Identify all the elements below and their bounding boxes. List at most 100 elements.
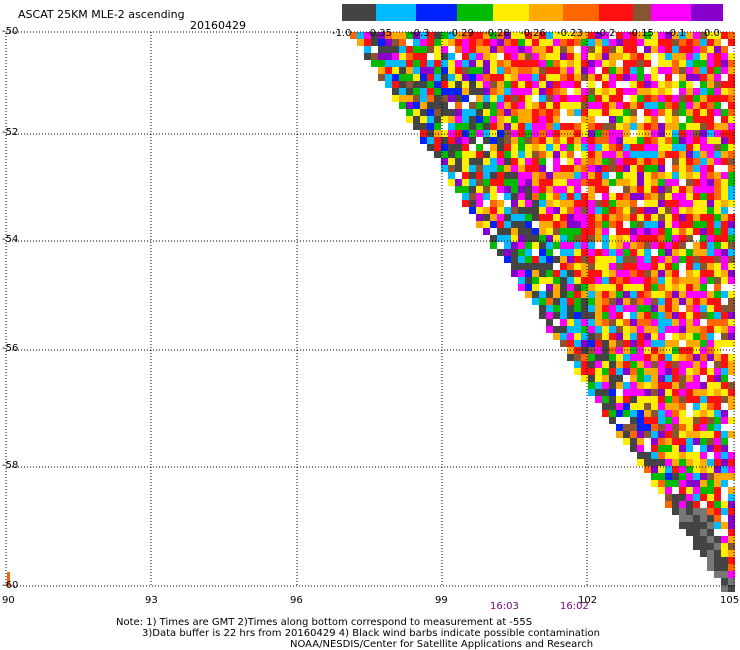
swath-cell (665, 151, 672, 158)
swath-cell (658, 88, 665, 95)
swath-cell (707, 88, 714, 95)
swath-cell (588, 256, 595, 263)
swath-cell (406, 95, 413, 102)
swath-cell (532, 39, 539, 46)
swath-cell (686, 116, 693, 123)
swath-cell (714, 445, 721, 452)
swath-cell (679, 256, 686, 263)
swath-cell (497, 214, 504, 221)
swath-cell (427, 81, 434, 88)
swath-cell (707, 102, 714, 109)
swath-cell (609, 291, 616, 298)
swath-cell (490, 172, 497, 179)
swath-cell (714, 53, 721, 60)
swath-cell (665, 179, 672, 186)
swath-cell (693, 424, 700, 431)
swath-cell (665, 88, 672, 95)
swath-cell (728, 137, 735, 144)
swath-cell (560, 39, 567, 46)
swath-cell (504, 228, 511, 235)
swath-cell (546, 144, 553, 151)
swath-cell (728, 284, 735, 291)
swath-cell (609, 172, 616, 179)
swath-cell (623, 340, 630, 347)
swath-cell (455, 144, 462, 151)
swath-cell (420, 81, 427, 88)
swath-cell (714, 361, 721, 368)
swath-cell (483, 53, 490, 60)
swath-cell (644, 291, 651, 298)
swath-cell (588, 95, 595, 102)
swath-cell (679, 151, 686, 158)
swath-cell (455, 46, 462, 53)
swath-cell (644, 410, 651, 417)
swath-cell (707, 368, 714, 375)
swath-cell (714, 74, 721, 81)
swath-cell (497, 242, 504, 249)
swath-cell (448, 109, 455, 116)
swath-cell (595, 95, 602, 102)
swath-cell (616, 326, 623, 333)
swath-cell (679, 508, 686, 515)
swath-cell (693, 242, 700, 249)
swath-cell (693, 466, 700, 473)
swath-cell (483, 102, 490, 109)
swath-cell (714, 417, 721, 424)
swath-cell (700, 403, 707, 410)
swath-cell (679, 116, 686, 123)
swath-cell (630, 403, 637, 410)
swath-cell (728, 242, 735, 249)
swath-cell (686, 494, 693, 501)
swath-cell (714, 452, 721, 459)
swath-cell (546, 291, 553, 298)
swath-cell (714, 242, 721, 249)
swath-cell (399, 39, 406, 46)
swath-cell (623, 207, 630, 214)
swath-cell (371, 60, 378, 67)
swath-cell (616, 130, 623, 137)
swath-cell (672, 326, 679, 333)
swath-cell (560, 291, 567, 298)
swath-cell (700, 172, 707, 179)
swath-cell (721, 109, 728, 116)
swath-cell (623, 179, 630, 186)
swath-cell (707, 214, 714, 221)
swath-cell (686, 277, 693, 284)
swath-cell (665, 312, 672, 319)
swath-cell (728, 270, 735, 277)
swath-cell (448, 67, 455, 74)
swath-cell (504, 263, 511, 270)
swath-cell (693, 536, 700, 543)
swath-cell (700, 109, 707, 116)
swath-cell (658, 417, 665, 424)
swath-cell (693, 270, 700, 277)
swath-cell (616, 354, 623, 361)
swath-cell (693, 179, 700, 186)
swath-cell (686, 249, 693, 256)
swath-cell (637, 200, 644, 207)
swath-cell (721, 291, 728, 298)
swath-cell (504, 221, 511, 228)
swath-cell (476, 123, 483, 130)
swath-cell (644, 32, 651, 39)
swath-cell (630, 312, 637, 319)
swath-cell (721, 172, 728, 179)
swath-cell (420, 53, 427, 60)
swath-cell (679, 32, 686, 39)
swath-cell (672, 228, 679, 235)
swath-cell (525, 228, 532, 235)
swath-cell (630, 298, 637, 305)
swath-cell (630, 158, 637, 165)
swath-cell (553, 326, 560, 333)
swath-cell (644, 116, 651, 123)
swath-cell (672, 452, 679, 459)
swath-cell (707, 326, 714, 333)
swath-cell (728, 207, 735, 214)
swath-cell (574, 347, 581, 354)
swath-cell (679, 158, 686, 165)
swath-cell (651, 312, 658, 319)
swath-cell (616, 410, 623, 417)
swath-cell (665, 340, 672, 347)
swath-cell (637, 102, 644, 109)
swath-cell (483, 221, 490, 228)
